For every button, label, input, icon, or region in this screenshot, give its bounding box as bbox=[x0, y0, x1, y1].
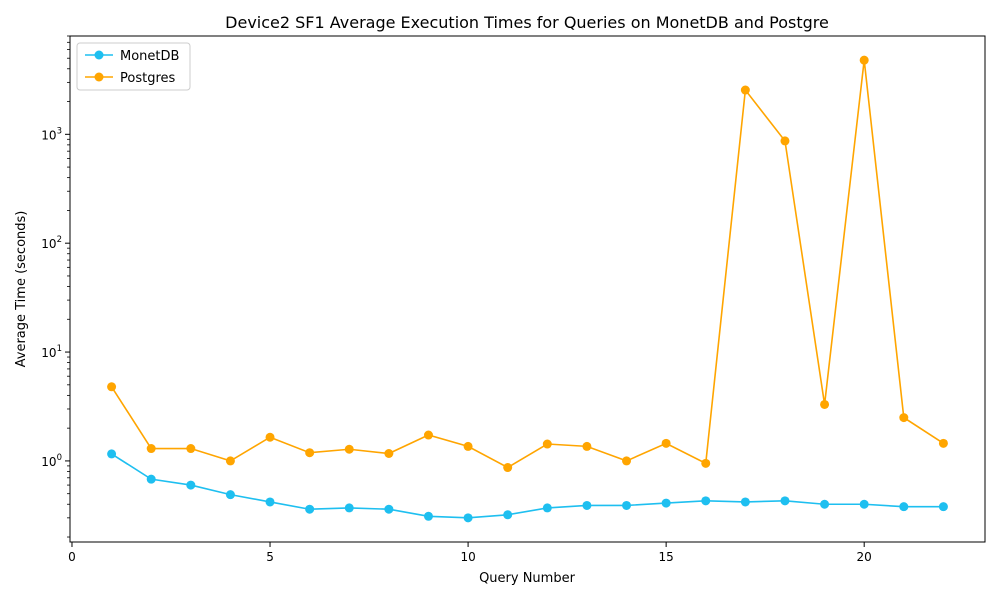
legend-swatch-marker bbox=[94, 50, 104, 60]
x-tick-label: 20 bbox=[857, 550, 872, 564]
data-point bbox=[661, 438, 671, 448]
plot-area bbox=[70, 36, 985, 542]
y-tick-label: 103 bbox=[41, 126, 62, 142]
data-point bbox=[305, 448, 315, 458]
data-point bbox=[701, 496, 711, 506]
data-point bbox=[463, 513, 473, 523]
data-point bbox=[622, 500, 632, 510]
data-point bbox=[899, 502, 909, 512]
y-tick-label: 100 bbox=[41, 453, 62, 469]
data-point bbox=[938, 502, 948, 512]
series-layer bbox=[107, 55, 948, 523]
data-point bbox=[186, 444, 196, 454]
data-point bbox=[740, 497, 750, 507]
x-axis: 0 5 10 15 20 bbox=[68, 542, 872, 564]
data-point bbox=[503, 510, 513, 520]
series-line bbox=[111, 453, 944, 519]
data-point bbox=[186, 480, 196, 490]
data-point bbox=[582, 500, 592, 510]
data-point bbox=[344, 503, 354, 513]
data-point bbox=[859, 499, 869, 509]
data-point bbox=[423, 511, 433, 521]
data-point bbox=[265, 497, 275, 507]
data-point bbox=[622, 456, 632, 466]
series-postgres bbox=[107, 55, 948, 473]
data-point bbox=[780, 136, 790, 146]
y-axis-label: Average Time (seconds) bbox=[14, 211, 29, 368]
y-tick-label: 101 bbox=[41, 344, 62, 360]
legend-label: MonetDB bbox=[120, 49, 179, 64]
data-point bbox=[107, 382, 117, 392]
legend: MonetDB Postgres bbox=[76, 42, 191, 91]
series-monetdb bbox=[107, 449, 948, 523]
data-point bbox=[384, 448, 394, 458]
legend-swatch-marker bbox=[94, 72, 104, 82]
chart-title: Device2 SF1 Average Execution Times for … bbox=[225, 13, 829, 32]
x-axis-label: Query Number bbox=[479, 571, 576, 586]
data-point bbox=[938, 438, 948, 448]
data-point bbox=[820, 499, 830, 509]
data-point bbox=[701, 458, 711, 468]
x-tick-label: 15 bbox=[658, 550, 673, 564]
plot-frame bbox=[69, 35, 986, 543]
legend-item-postgres: Postgres bbox=[85, 71, 176, 86]
data-point bbox=[859, 55, 869, 65]
data-point bbox=[542, 439, 552, 449]
data-point bbox=[146, 474, 156, 484]
data-point bbox=[107, 449, 117, 459]
data-point bbox=[265, 432, 275, 442]
y-axis: 100 101 102 103 bbox=[41, 35, 70, 538]
legend-label: Postgres bbox=[120, 71, 176, 86]
data-point bbox=[423, 430, 433, 440]
data-point bbox=[582, 441, 592, 451]
data-point bbox=[225, 456, 235, 466]
data-point bbox=[780, 496, 790, 506]
data-point bbox=[661, 498, 671, 508]
x-tick-label: 5 bbox=[266, 550, 274, 564]
y-tick-label: 102 bbox=[41, 235, 62, 251]
data-point bbox=[463, 441, 473, 451]
legend-item-monetdb: MonetDB bbox=[85, 49, 179, 64]
series-line bbox=[110, 60, 944, 469]
data-point bbox=[542, 503, 552, 513]
data-point bbox=[740, 85, 750, 95]
data-point bbox=[344, 444, 354, 454]
data-point bbox=[384, 504, 394, 514]
data-point bbox=[305, 504, 315, 514]
data-point bbox=[146, 444, 156, 454]
data-point bbox=[820, 399, 830, 409]
data-point bbox=[899, 413, 909, 423]
data-point bbox=[503, 463, 513, 473]
data-point bbox=[225, 490, 235, 500]
x-tick-label: 10 bbox=[460, 550, 475, 564]
x-tick-label: 0 bbox=[68, 550, 76, 564]
